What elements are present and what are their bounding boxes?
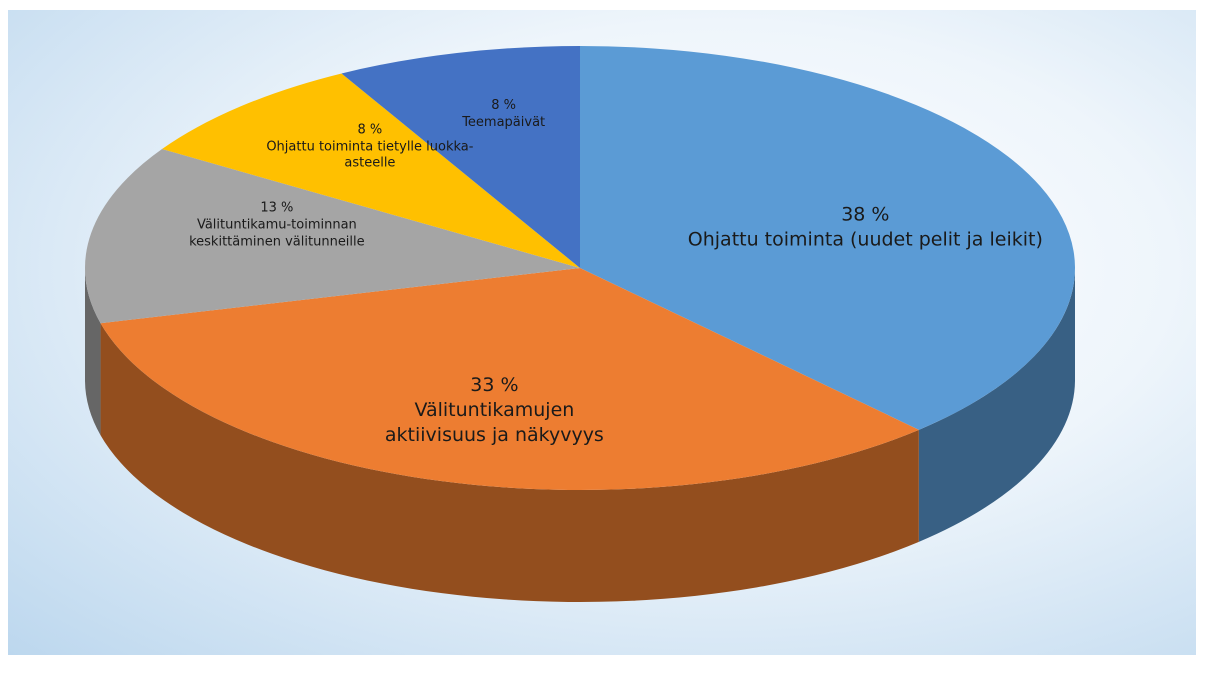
slice — [341, 46, 580, 268]
value-label: 8 % — [357, 122, 383, 138]
value-label: 13 % — [260, 201, 294, 217]
slice — [100, 268, 919, 491]
value-label: 33 % — [470, 374, 519, 397]
data-label: 13 % Välituntikamu-toiminnan keskittämine… — [162, 201, 392, 252]
slice — [162, 73, 580, 268]
category-label: Välituntikamu-toiminnan keskittäminen vä… — [189, 218, 365, 250]
slice-side — [918, 268, 1075, 542]
data-label: 33 % Välituntikamujen aktiivisuus ja näky… — [369, 373, 619, 447]
slice — [580, 46, 1075, 430]
data-label: 38 % Ohjattu toiminta (uudet pelit ja lei… — [655, 203, 1075, 252]
category-label: Teemapäivät — [462, 114, 546, 130]
slice-side — [100, 323, 919, 603]
data-label: 8 % Ohjattu toiminta tietylle luokka-aste… — [255, 122, 485, 173]
category-label: Ohjattu toiminta tietylle luokka-asteell… — [266, 139, 474, 172]
value-label: 8 % — [491, 97, 517, 113]
category-label: Välituntikamujen aktiivisuus ja näkyvyys — [384, 398, 604, 446]
slice-side — [85, 268, 101, 436]
data-label: 8 % Teemapäivät — [389, 98, 619, 132]
slice — [84, 149, 580, 324]
value-label: 38 % — [841, 203, 890, 226]
category-label: Ohjattu toiminta (uudet pelit ja leikit) — [687, 228, 1043, 251]
